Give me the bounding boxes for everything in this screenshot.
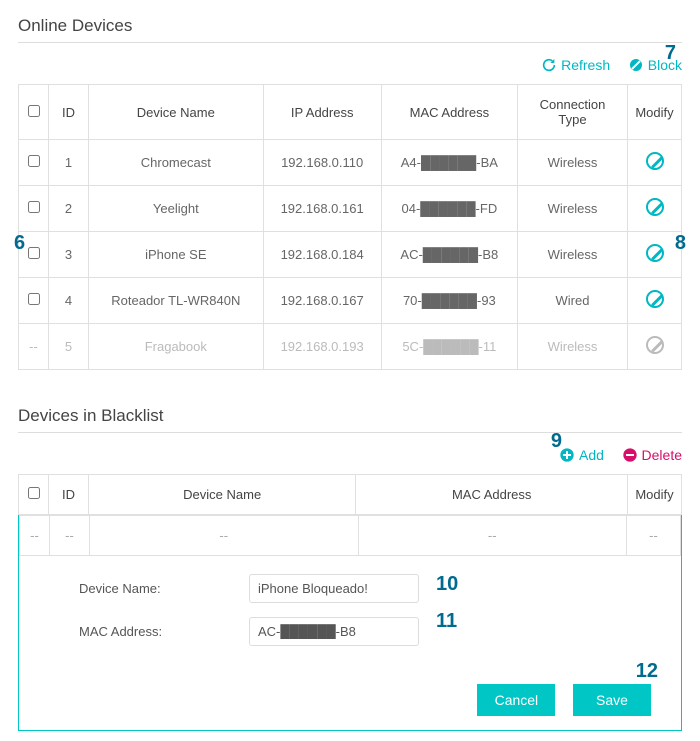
row-ip: 192.168.0.167 (263, 278, 381, 324)
row-device: Roteador TL-WR840N (89, 278, 264, 324)
row-mac: AC-██████-B8 (381, 232, 517, 278)
row-conn: Wired (518, 278, 628, 324)
online-devices-table: ID Device Name IP Address MAC Address Co… (18, 84, 682, 370)
row-id: 3 (49, 232, 89, 278)
table-row: 4Roteador TL-WR840N192.168.0.16770-█████… (19, 278, 682, 324)
delete-label: Delete (642, 447, 682, 463)
add-button[interactable]: Add (559, 447, 604, 463)
table-row: --5Fragabook192.168.0.1935C-██████-11Wir… (19, 324, 682, 370)
delete-button[interactable]: Delete (622, 447, 682, 463)
block-button[interactable]: Block (628, 57, 682, 73)
row-checkbox[interactable] (28, 247, 40, 259)
row-checkbox[interactable] (28, 201, 40, 213)
table-row: 3iPhone SE192.168.0.184AC-██████-B8Wirel… (19, 232, 682, 278)
block-icon (628, 57, 644, 73)
row-mac: 70-██████-93 (381, 278, 517, 324)
blacklist-empty-row: -- -- -- -- -- (20, 516, 681, 556)
cancel-button[interactable]: Cancel (477, 684, 555, 716)
row-id: 1 (49, 140, 89, 186)
add-label: Add (579, 447, 604, 463)
plus-icon (559, 447, 575, 463)
mac-address-label: MAC Address: (79, 624, 249, 639)
row-checkbox[interactable] (28, 293, 40, 305)
refresh-label: Refresh (561, 57, 610, 73)
block-icon[interactable] (646, 244, 664, 262)
device-name-input[interactable] (249, 574, 419, 603)
row-conn: Wireless (518, 232, 628, 278)
blacklist-title: Devices in Blacklist (18, 400, 682, 433)
online-devices-title: Online Devices (18, 10, 682, 43)
row-id: 2 (49, 186, 89, 232)
row-device: iPhone SE (89, 232, 264, 278)
col-device: Device Name (89, 85, 264, 140)
block-icon[interactable] (646, 152, 664, 170)
block-label: Block (648, 57, 682, 73)
row-conn: Wireless (518, 186, 628, 232)
refresh-button[interactable]: Refresh (541, 57, 610, 73)
block-icon[interactable] (646, 198, 664, 216)
table-row: 1Chromecast192.168.0.110A4-██████-BAWire… (19, 140, 682, 186)
row-conn: Wireless (518, 324, 628, 370)
col-id: ID (49, 85, 89, 140)
row-mac: 04-██████-FD (381, 186, 517, 232)
bl-col-modify: Modify (628, 475, 682, 515)
table-row: 2Yeelight192.168.0.16104-██████-FDWirele… (19, 186, 682, 232)
mac-address-input[interactable] (249, 617, 419, 646)
col-conn: Connection Type (518, 85, 628, 140)
bl-col-device: Device Name (89, 475, 356, 515)
device-name-label: Device Name: (79, 581, 249, 596)
bl-col-mac: MAC Address (356, 475, 628, 515)
row-device: Yeelight (89, 186, 264, 232)
row-ip: 192.168.0.193 (263, 324, 381, 370)
row-checkbox-disabled: -- (19, 324, 49, 370)
row-conn: Wireless (518, 140, 628, 186)
col-modify: Modify (628, 85, 682, 140)
block-icon[interactable] (646, 290, 664, 308)
save-button[interactable]: Save (573, 684, 651, 716)
online-select-all[interactable] (28, 105, 40, 117)
row-ip: 192.168.0.110 (263, 140, 381, 186)
row-ip: 192.168.0.184 (263, 232, 381, 278)
row-device: Fragabook (89, 324, 264, 370)
block-icon (646, 336, 664, 354)
row-id: 5 (49, 324, 89, 370)
row-device: Chromecast (89, 140, 264, 186)
refresh-icon (541, 57, 557, 73)
minus-icon (622, 447, 638, 463)
row-mac: A4-██████-BA (381, 140, 517, 186)
col-ip: IP Address (263, 85, 381, 140)
row-ip: 192.168.0.161 (263, 186, 381, 232)
bl-col-id: ID (49, 475, 89, 515)
row-checkbox[interactable] (28, 155, 40, 167)
blacklist-select-all[interactable] (28, 487, 40, 499)
row-id: 4 (49, 278, 89, 324)
col-mac: MAC Address (381, 85, 517, 140)
row-mac: 5C-██████-11 (381, 324, 517, 370)
blacklist-table: ID Device Name MAC Address Modify (18, 474, 682, 515)
